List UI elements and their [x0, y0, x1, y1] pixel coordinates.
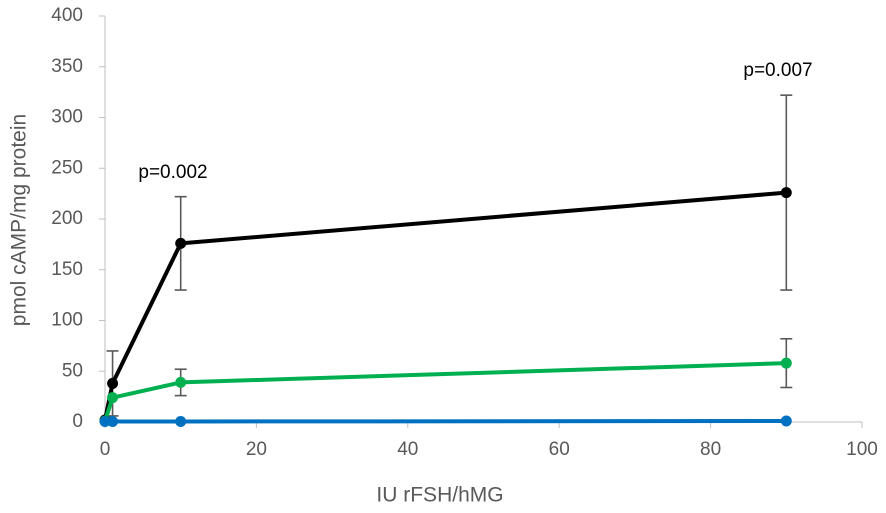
x-tick-label: 0: [100, 439, 111, 460]
series-line: [103, 190, 787, 421]
y-tick-label: 250: [51, 157, 83, 178]
marker: [780, 187, 792, 199]
x-tick-label: 40: [397, 439, 418, 460]
y-tick-label: 150: [51, 259, 83, 280]
annotation: p=0.002: [138, 162, 207, 183]
x-tick-label: 60: [549, 439, 570, 460]
marker: [107, 415, 119, 427]
y-axis-title: pmol cAMP/mg protein: [8, 114, 31, 326]
marker: [780, 415, 792, 427]
x-tick-label: 20: [246, 439, 267, 460]
series-line: [105, 418, 787, 424]
y-tick-label: 350: [51, 56, 83, 77]
y-tick-label: 0: [72, 411, 83, 432]
marker: [175, 415, 187, 427]
x-axis-title: IU rFSH/hMG: [376, 484, 503, 507]
y-tick-label: 400: [51, 5, 83, 26]
x-tick-label: 80: [700, 439, 721, 460]
y-tick-label: 300: [51, 107, 83, 128]
y-tick-label: 100: [51, 310, 83, 331]
y-tick-label: 50: [62, 360, 83, 381]
marker: [780, 357, 792, 369]
marker: [107, 377, 119, 389]
marker: [175, 376, 187, 388]
series-line: [103, 361, 787, 422]
y-tick-label: 200: [51, 208, 83, 229]
marker: [175, 237, 187, 249]
marker: [99, 415, 111, 427]
x-tick-label: 100: [846, 439, 878, 460]
marker: [107, 392, 119, 404]
annotation: p=0.007: [743, 60, 812, 81]
